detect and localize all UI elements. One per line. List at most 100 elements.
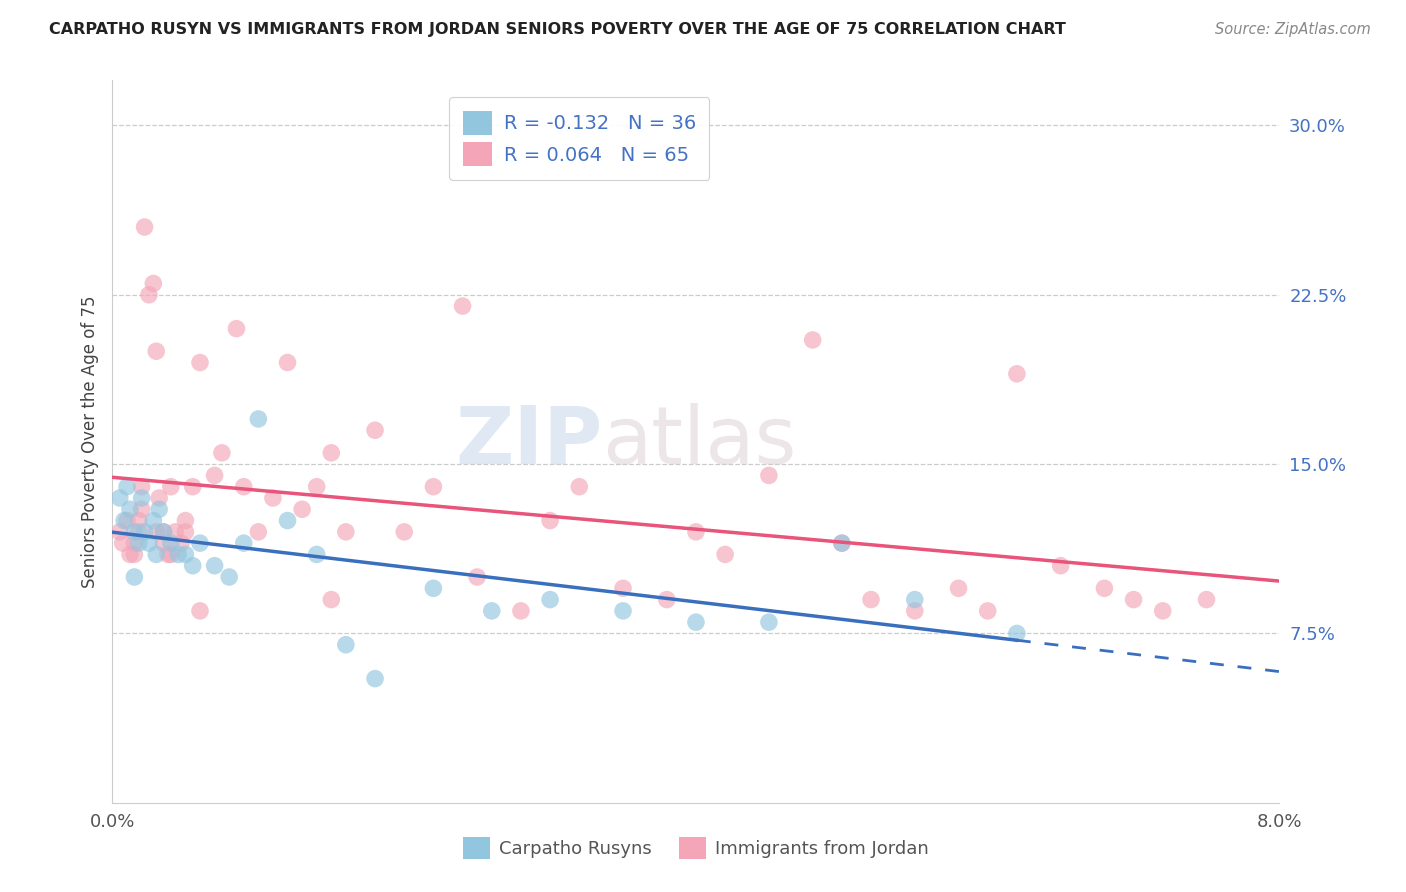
Point: [181, 480, 204, 494]
Point: [262, 491, 284, 505]
Point: [422, 480, 444, 494]
Point: [904, 604, 927, 618]
Point: [174, 524, 197, 539]
Point: [509, 604, 531, 618]
Point: [115, 514, 138, 528]
Point: [481, 604, 503, 618]
Point: [145, 344, 167, 359]
Point: [1122, 592, 1144, 607]
Point: [758, 615, 780, 630]
Point: [111, 536, 134, 550]
Point: [247, 524, 270, 539]
Point: [1152, 604, 1174, 618]
Point: [612, 582, 634, 596]
Point: [538, 514, 561, 528]
Point: [276, 514, 298, 528]
Point: [247, 412, 270, 426]
Point: [305, 480, 328, 494]
Point: [451, 299, 474, 313]
Point: [1005, 626, 1028, 640]
Point: [232, 536, 254, 550]
Point: [128, 514, 150, 528]
Point: [612, 604, 634, 618]
Point: [124, 570, 146, 584]
Point: [115, 480, 138, 494]
Point: [831, 536, 853, 550]
Point: [276, 355, 298, 369]
Point: [305, 548, 328, 562]
Text: ZIP: ZIP: [456, 402, 603, 481]
Point: [465, 570, 488, 584]
Point: [655, 592, 678, 607]
Point: [1049, 558, 1071, 573]
Point: [188, 536, 211, 550]
Point: [860, 592, 883, 607]
Point: [148, 502, 170, 516]
Point: [165, 524, 187, 539]
Point: [976, 604, 998, 618]
Point: [131, 480, 153, 494]
Point: [714, 548, 737, 562]
Point: [124, 524, 146, 539]
Point: [904, 592, 927, 607]
Point: [1005, 367, 1028, 381]
Point: [174, 514, 197, 528]
Point: [538, 592, 561, 607]
Point: [124, 536, 146, 550]
Text: atlas: atlas: [603, 402, 797, 481]
Point: [131, 491, 153, 505]
Point: [167, 548, 190, 562]
Point: [131, 502, 153, 516]
Point: [118, 502, 141, 516]
Point: [156, 548, 179, 562]
Text: Source: ZipAtlas.com: Source: ZipAtlas.com: [1215, 22, 1371, 37]
Point: [152, 524, 174, 539]
Point: [108, 491, 131, 505]
Point: [142, 514, 165, 528]
Point: [152, 524, 174, 539]
Point: [364, 672, 387, 686]
Point: [321, 446, 343, 460]
Point: [211, 446, 233, 460]
Point: [148, 491, 170, 505]
Point: [321, 592, 343, 607]
Point: [364, 423, 387, 437]
Y-axis label: Seniors Poverty Over the Age of 75: Seniors Poverty Over the Age of 75: [80, 295, 98, 588]
Point: [1195, 592, 1218, 607]
Point: [124, 548, 146, 562]
Point: [335, 638, 357, 652]
Point: [422, 582, 444, 596]
Point: [145, 524, 167, 539]
Point: [152, 536, 174, 550]
Point: [948, 582, 970, 596]
Point: [134, 524, 156, 539]
Point: [174, 548, 197, 562]
Point: [128, 524, 150, 539]
Point: [801, 333, 824, 347]
Point: [128, 536, 150, 550]
Point: [188, 604, 211, 618]
Point: [232, 480, 254, 494]
Point: [685, 615, 707, 630]
Point: [225, 321, 247, 335]
Point: [160, 548, 183, 562]
Point: [134, 220, 156, 235]
Text: CARPATHO RUSYN VS IMMIGRANTS FROM JORDAN SENIORS POVERTY OVER THE AGE OF 75 CORR: CARPATHO RUSYN VS IMMIGRANTS FROM JORDAN…: [49, 22, 1066, 37]
Point: [831, 536, 853, 550]
Point: [112, 514, 135, 528]
Point: [335, 524, 357, 539]
Point: [108, 524, 131, 539]
Point: [204, 468, 226, 483]
Point: [138, 287, 160, 301]
Point: [1094, 582, 1116, 596]
Point: [160, 480, 183, 494]
Point: [218, 570, 240, 584]
Point: [291, 502, 314, 516]
Point: [188, 355, 211, 369]
Point: [170, 536, 193, 550]
Point: [138, 536, 160, 550]
Point: [160, 536, 183, 550]
Point: [568, 480, 591, 494]
Point: [145, 548, 167, 562]
Point: [204, 558, 226, 573]
